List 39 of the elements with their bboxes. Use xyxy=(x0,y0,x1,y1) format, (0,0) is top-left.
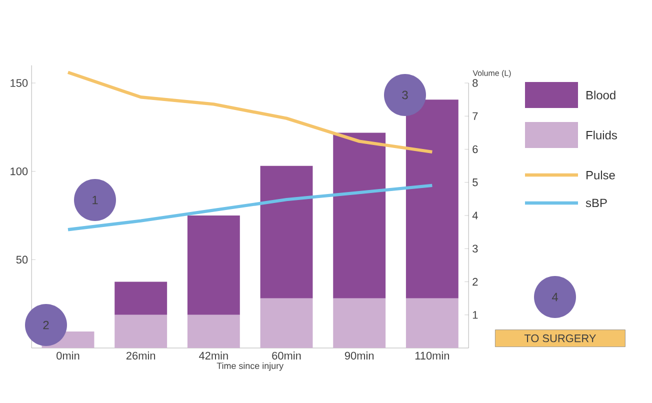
y2-tick-label: 2 xyxy=(472,278,478,286)
y2-tick-label: 6 xyxy=(472,145,478,154)
bar xyxy=(114,282,168,315)
legend-label: Blood xyxy=(586,90,616,100)
x-tick-label: 42min xyxy=(199,352,228,360)
y2-tick-label: 1 xyxy=(472,311,478,319)
x-axis-title: Time since injury xyxy=(216,362,284,371)
annotation: 3 xyxy=(402,90,408,100)
y2-tick-label: 3 xyxy=(472,244,478,253)
legend-label: sBP xyxy=(586,198,607,208)
x-tick-label: 0min xyxy=(56,352,80,360)
annotation: 2 xyxy=(43,320,49,330)
y2-tick-label: 4 xyxy=(472,212,478,220)
y2-tick-label: 5 xyxy=(472,178,478,186)
line-series xyxy=(66,184,434,232)
bar xyxy=(187,314,240,348)
x-tick-label: 110min xyxy=(415,352,450,360)
y-tick-label: 50 xyxy=(16,256,28,264)
bar xyxy=(333,298,386,348)
x-tick-label: 26min xyxy=(126,352,156,360)
x-tick-label: 90min xyxy=(344,352,374,360)
legend-label: Pulse xyxy=(586,170,615,180)
line-series xyxy=(66,70,434,154)
bar xyxy=(260,166,313,298)
y-tick-label: 150 xyxy=(10,79,28,87)
annotation: 1 xyxy=(92,196,98,204)
legend-label: Fluids xyxy=(586,130,617,140)
bar xyxy=(260,298,313,348)
text: TO SURGERY xyxy=(524,334,596,342)
y-tick-label: 100 xyxy=(10,167,28,176)
bar xyxy=(114,314,168,348)
bar xyxy=(333,132,386,298)
bar xyxy=(187,216,240,315)
bar xyxy=(406,100,458,298)
text: 4 xyxy=(552,292,558,302)
bar xyxy=(406,298,458,348)
x-tick-label: 60min xyxy=(272,352,301,360)
y2-tick-label: 8 xyxy=(472,79,478,87)
y2-tick-label: 7 xyxy=(472,112,478,120)
